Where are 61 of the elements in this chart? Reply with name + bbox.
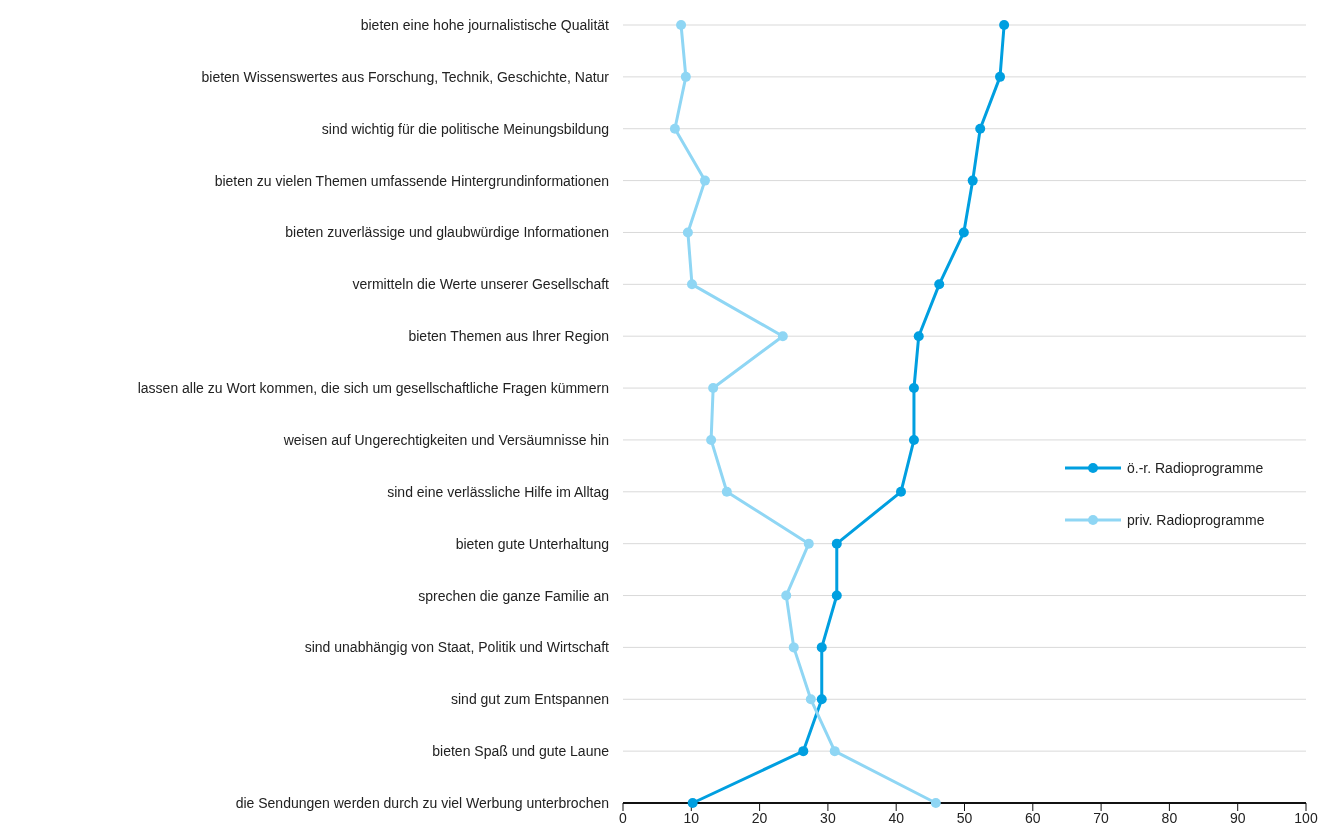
y-tick-label: sind wichtig für die politische Meinungsbildung	[321, 120, 609, 137]
point	[706, 434, 717, 445]
y-tick-label: lassen alle zu Wort kommen, die sich um gesellschaftliche Fragen kümmern	[137, 380, 609, 397]
y-tick-label: bieten Wissenswertes aus Forschung, Technik, Geschichte, Natur	[201, 68, 610, 85]
point	[930, 798, 941, 808]
point	[669, 123, 680, 134]
point	[831, 538, 842, 549]
y-tick-label: bieten zu vielen Themen umfassende Hintergrundinformationen	[214, 172, 609, 189]
point	[781, 590, 792, 601]
y-tick-label: bieten eine hohe journalistische Qualität	[360, 16, 610, 33]
x-tick-label: 90	[1229, 809, 1246, 826]
point	[913, 331, 924, 342]
y-tick-label: sind gut zum Entspannen	[451, 691, 609, 708]
point	[803, 538, 814, 549]
y-tick-label: sprechen die ganze Familie an	[418, 587, 609, 604]
point	[721, 486, 732, 497]
point	[805, 694, 816, 705]
point	[682, 227, 693, 238]
point	[895, 486, 906, 497]
point	[908, 434, 919, 445]
x-tick-label: 30	[820, 809, 836, 826]
y-tick-label: sind unabhängig von Staat, Politik und Wirtschaft	[304, 639, 610, 656]
x-tick-label: 0	[619, 809, 628, 826]
x-tick-label: 100	[1294, 809, 1318, 826]
x-tick-label: 70	[1093, 809, 1110, 826]
y-tick-label: sind eine verlässliche Hilfe im Alltag	[387, 483, 609, 500]
point	[999, 20, 1010, 30]
point	[934, 279, 945, 290]
point	[829, 746, 840, 757]
point	[995, 71, 1006, 82]
y-tick-label: weisen auf Ungerechtigkeiten und Versäumnisse hin	[282, 431, 609, 448]
point	[680, 71, 691, 82]
x-tick-label: 60	[1025, 809, 1041, 826]
point	[788, 642, 799, 653]
x-tick-label: 20	[751, 809, 768, 826]
point	[708, 383, 719, 394]
y-tick-label: vermitteln die Werte unserer Gesellschaft	[352, 276, 610, 293]
x-tick-label: 10	[683, 809, 700, 826]
point	[967, 175, 978, 186]
point	[831, 590, 842, 601]
x-tick-label: 50	[956, 809, 973, 826]
y-tick-label: bieten Themen aus Ihrer Region	[408, 328, 609, 345]
point	[777, 331, 788, 342]
point	[958, 227, 969, 238]
y-tick-label: bieten Spaß und gute Laune	[432, 743, 610, 760]
point	[687, 798, 698, 808]
x-tick-label: 40	[888, 809, 905, 826]
legend-label: priv. Radioprogramme	[1127, 512, 1265, 528]
y-tick-label: die Sendungen werden durch zu viel Werbung unterbrochen	[235, 794, 609, 811]
point	[816, 694, 827, 705]
point	[686, 279, 697, 290]
point	[798, 746, 809, 757]
point	[816, 642, 827, 653]
legend-label: ö.-r. Radioprogramme	[1127, 460, 1264, 476]
x-tick-label: 80	[1161, 809, 1178, 826]
point	[975, 123, 986, 134]
point	[676, 20, 687, 30]
point	[908, 383, 919, 394]
y-tick-label: bieten gute Unterhaltung	[455, 535, 609, 552]
y-tick-label: bieten zuverlässige und glaubwürdige Informationen	[285, 224, 609, 241]
point	[699, 175, 710, 186]
